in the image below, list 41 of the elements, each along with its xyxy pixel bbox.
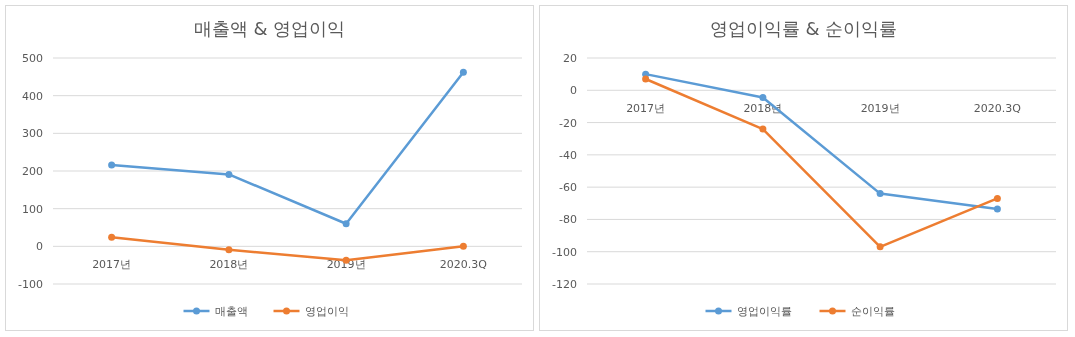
- y-tick-label: -60: [559, 181, 577, 195]
- y-tick-label: 500: [22, 52, 43, 65]
- point: [876, 243, 884, 251]
- y-tick-label: 0: [570, 84, 577, 98]
- point: [108, 161, 116, 169]
- y-tick-label: 20: [563, 52, 577, 65]
- point: [993, 205, 1001, 213]
- y-tick-label: 0: [36, 240, 43, 254]
- y-tick-label: -120: [552, 278, 577, 291]
- point: [993, 194, 1001, 202]
- y-tick-label: -40: [559, 148, 577, 162]
- point: [759, 94, 767, 102]
- y-tick-label: -20: [559, 116, 577, 130]
- legend-label: 영업이익: [304, 305, 349, 318]
- x-tick-label: 2018년: [209, 258, 249, 272]
- x-tick-label: 2020.3Q: [439, 258, 488, 272]
- chart-title: 영업이익률 & 순이익률: [709, 18, 898, 39]
- point: [459, 68, 467, 76]
- y-tick-label: 200: [22, 165, 43, 178]
- y-tick-label: -100: [18, 278, 43, 291]
- point: [108, 233, 116, 241]
- y-tick-label: 400: [22, 89, 43, 103]
- point: [225, 170, 233, 178]
- legend-label: 순이익률: [850, 305, 895, 318]
- point: [342, 220, 350, 228]
- point: [459, 242, 467, 250]
- y-tick-label: 300: [22, 127, 43, 141]
- y-tick-label: -100: [552, 245, 577, 259]
- x-tick-label: 2019년: [860, 102, 900, 116]
- y-tick-label: -80: [559, 213, 577, 227]
- chart-title: 매출액 & 영업이익: [193, 18, 346, 39]
- point: [642, 75, 650, 83]
- y-tick-label: 100: [22, 202, 43, 216]
- x-tick-label: 2017년: [626, 102, 666, 116]
- point: [225, 246, 233, 254]
- point: [876, 190, 884, 198]
- legend-label: 영업이익률: [736, 305, 792, 318]
- point: [759, 125, 767, 133]
- x-tick-label: 2017년: [92, 258, 132, 272]
- x-tick-label: 2020.3Q: [973, 102, 1022, 116]
- legend-label: 매출액: [214, 305, 248, 318]
